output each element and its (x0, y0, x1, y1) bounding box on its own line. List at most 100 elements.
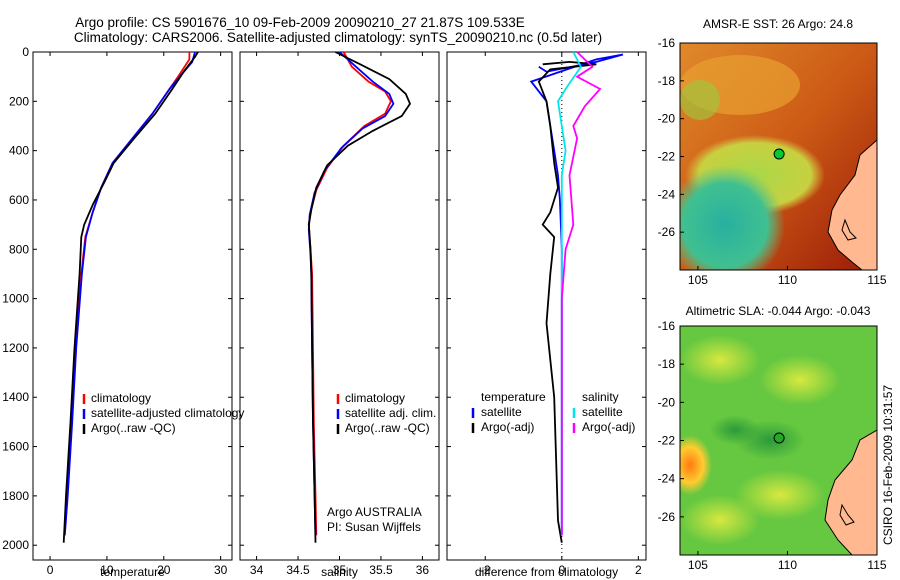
sst-map-xtick-label: 105 (688, 273, 708, 287)
depth-tick-label: 2000 (2, 538, 29, 552)
sst-land (828, 140, 877, 270)
sal-series-climatology (307, 51, 392, 536)
header-line-1: Argo profile: CS 5901676_10 09-Feb-2009 … (75, 15, 525, 30)
depth-tick-label: 0 (22, 45, 29, 59)
salinity-profile-panel: 34 34.5 35 35.5 36 salinity climatologysatelli… (239, 51, 440, 579)
diff-xtick-label: 0 (558, 563, 565, 577)
depth-tick-label: 1400 (2, 390, 29, 404)
depth-tick-label: 200 (9, 94, 29, 108)
sst-map-xtick-label: 110 (778, 273, 797, 287)
sal-xtick-label: 35.5 (369, 563, 393, 577)
diff-salinity-legend-label: satellite (582, 405, 623, 419)
sst-map-axes: 105 110 115 -16 -18 -20 -22 -24 -26 (658, 36, 887, 287)
sst-map-ytick-label: -22 (658, 150, 676, 164)
depth-tick-label: 1200 (2, 341, 29, 355)
sla-map-xtick-label: 115 (867, 558, 886, 572)
temp-series-argo-raw-qc- (62, 51, 199, 543)
diff-temperature-legend-label: Argo(-adj) (481, 420, 534, 434)
depth-tick-label: 1600 (2, 440, 29, 454)
depth-tick-label: 400 (9, 144, 29, 158)
sst-map-ytick-label: -26 (658, 225, 676, 239)
sla-yellow-patch-1 (760, 355, 840, 405)
sal-xlabel: salinity (321, 565, 358, 579)
sla-yellow-patch-2 (680, 335, 760, 385)
sla-map-ytick-label: -20 (658, 395, 676, 409)
diff-frame (446, 51, 647, 561)
diff-salinity-legend-label: Argo(-adj) (582, 420, 635, 434)
sla-map-title: Altimetric SLA: -0.044 Argo: -0.043 (686, 304, 871, 318)
sal-xtick-label: 35 (333, 563, 347, 577)
header-line-2: Climatology: CARS2006. Satellite-adjuste… (74, 30, 602, 45)
sst-map-ytick-label: -16 (658, 36, 676, 50)
sla-float-marker (773, 432, 785, 444)
sla-map-ytick-label: -16 (658, 319, 676, 333)
sla-map-ytick-label: -22 (658, 434, 676, 448)
temp-xtick-label: 30 (214, 563, 228, 577)
difference-profile-panel: -2 0 2 difference from climatology temperatu… (446, 51, 647, 579)
diff-temperature-legend-label: satellite (481, 405, 522, 419)
sla-land (825, 430, 877, 555)
sla-map-ytick-label: -18 (658, 357, 676, 371)
sst-float-marker (773, 148, 785, 160)
depth-tick-label: 800 (9, 242, 29, 256)
sla-map-xtick-label: 105 (688, 558, 708, 572)
sal-frame (239, 51, 440, 561)
sst-coastline (827, 139, 877, 270)
temp-legend-label: Argo(..raw -QC) (91, 421, 176, 435)
temp-frame (32, 51, 233, 561)
sla-coastline-bay (839, 503, 855, 526)
temp-xtick-label: 0 (47, 563, 54, 577)
sst-map-ytick-label: -24 (658, 187, 676, 201)
sla-map-ytick-label: -26 (658, 510, 676, 524)
temp-xlabel: temperature (100, 565, 165, 579)
diff-temperature-legend-title: temperature (481, 390, 546, 404)
diff-xtick-label: 2 (635, 563, 642, 577)
sal-legend-label: Argo(..raw -QC) (345, 421, 430, 435)
diff-series-temperature-satellite (529, 53, 624, 536)
temp-legend-label: satellite-adjusted climatology (91, 406, 244, 420)
sst-small-green-patch (680, 80, 720, 120)
sla-dark-green-patch-2 (710, 415, 760, 445)
sal-xtick-label: 36 (416, 563, 430, 577)
sal-series-argo-raw-qc- (307, 51, 412, 543)
diff-xtick-label: -2 (480, 563, 491, 577)
diff-series-temperature-argo-adj- (537, 60, 597, 543)
diff-xlabel: difference from climatology (475, 565, 618, 579)
sla-map-ytick-label: -24 (658, 472, 676, 486)
temperature-profile-panel: 0 10 20 30 temperature 0 200 400 600 800 1000 1200 1… (2, 45, 244, 579)
temp-legend-label: climatology (91, 391, 151, 405)
depth-tick-label: 1800 (2, 489, 29, 503)
sst-map-ytick-label: -20 (658, 112, 676, 126)
temp-xtick-label: 10 (100, 563, 114, 577)
temp-xtick-label: 20 (157, 563, 171, 577)
sla-coastline (824, 429, 877, 555)
sal-xtick-label: 34.5 (286, 563, 310, 577)
sal-legend-label: satellite adj. clim. (345, 406, 436, 420)
sal-series-satellite-adj-clim- (307, 51, 395, 536)
temp-series-climatology (63, 52, 191, 536)
sst-coastline-bay (841, 218, 857, 241)
footer-stamp: CSIRO 16-Feb-2009 10:31:57 (881, 385, 895, 545)
depth-tick-label: 1000 (2, 292, 29, 306)
sst-map-panel: AMSR-E SST: 26 Argo: 24.8 105 110 115 -16 -1… (658, 17, 887, 287)
sst-map-xtick-label: 115 (867, 273, 886, 287)
sla-map-axes: 105 110 115 -16 -18 -20 -22 -24 -26 (658, 319, 887, 572)
sla-warm-anomaly (680, 435, 712, 495)
sla-map-panel: Altimetric SLA: -0.044 Argo: -0.043 105 1… (658, 304, 887, 572)
sla-yellow-patch-3 (735, 470, 825, 520)
diff-salinity-legend-title: salinity (582, 390, 619, 404)
argo-pi-label: PI: Susan Wijffels (327, 520, 421, 534)
sst-map-ytick-label: -18 (658, 74, 676, 88)
depth-tick-label: 600 (9, 193, 29, 207)
sla-map-xtick-label: 110 (778, 558, 797, 572)
sal-legend-label: climatology (345, 391, 405, 405)
sst-cool-patch (680, 165, 785, 270)
diff-series-salinity-argo-adj- (560, 51, 602, 536)
sal-xtick-label: 34 (250, 563, 264, 577)
sla-map-field (680, 326, 877, 555)
sst-map-field (680, 43, 877, 270)
temp-series-satellite-adjusted-climatology (63, 51, 196, 536)
argo-agency-label: Argo AUSTRALIA (327, 505, 422, 519)
sla-yellow-patch-4 (680, 495, 760, 545)
